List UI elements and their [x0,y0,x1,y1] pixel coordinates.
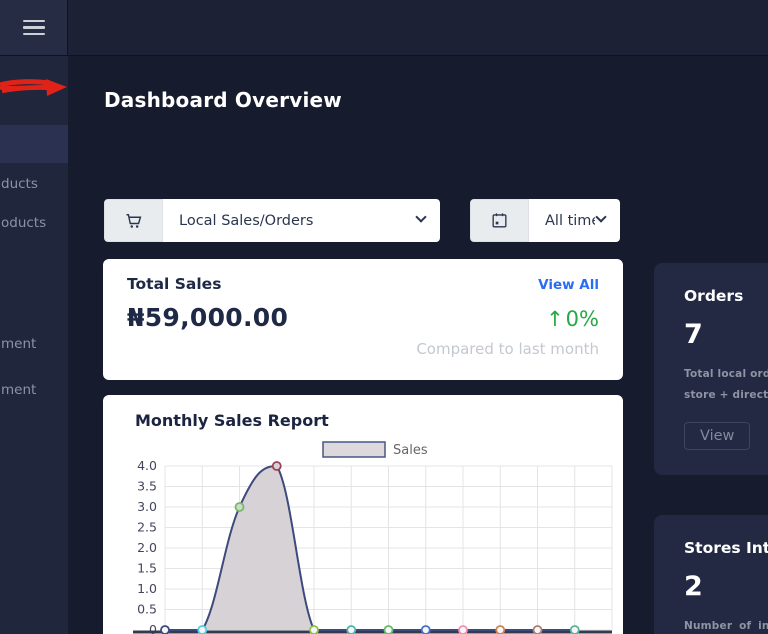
svg-text:2.0: 2.0 [137,540,157,555]
sidebar-item-management-2[interactable]: ment [1,382,37,398]
sidebar-item-management-1[interactable]: ment [1,336,37,352]
orders-card: Orders 7 Total local ordestore + directl… [654,263,768,475]
stores-title: Stores Inte [684,539,768,557]
svg-text:Sales: Sales [393,443,428,458]
up-arrow-icon: ↑ [546,307,564,331]
svg-text:4.0: 4.0 [137,458,157,473]
menu-toggle-button[interactable] [0,0,68,56]
sales-type-select[interactable]: Local Sales/Orders [163,199,440,242]
svg-text:3.5: 3.5 [137,479,157,494]
chevron-down-icon [415,211,427,223]
svg-text:1.5: 1.5 [137,561,157,576]
view-all-link[interactable]: View All [538,277,599,293]
orders-title: Orders [684,287,744,305]
sidebar-item-add-products[interactable]: oducts [1,215,47,231]
stores-count: 2 [684,571,703,602]
comparison-note: Compared to last month [416,340,599,358]
sidebar-item-active[interactable] [0,125,68,163]
sales-type-value: Local Sales/Orders [179,212,314,229]
total-sales-amount: ₦59,000.00 [127,303,289,332]
stores-description: Number of inte [684,620,768,632]
cart-icon [126,213,141,228]
sidebar-item-products[interactable]: ducts [1,176,38,192]
sales-trend: ↑0% [546,307,599,331]
calendar-icon [492,213,507,228]
svg-text:2.5: 2.5 [137,520,157,535]
trend-percentage: 0% [565,307,599,331]
orders-view-button[interactable]: View [684,422,751,450]
monthly-sales-card: Monthly Sales Report 0 0.5 1.0 1.5 2.0 2.5 3.0… [103,395,623,634]
orders-count: 7 [684,319,703,350]
orders-description: Total local ordestore + directly [684,368,768,401]
redacted-logo-scribble [0,79,67,96]
time-range-select[interactable]: All time [529,199,620,242]
main-content: Dashboard Overview Local Sales/Orders Al… [68,56,768,634]
total-sales-title: Total Sales [127,275,222,293]
filter-row: Local Sales/Orders All time [104,199,620,242]
topbar [0,0,768,56]
total-sales-card: Total Sales View All ₦59,000.00 ↑0% Comp… [103,259,623,380]
svg-text:3.0: 3.0 [137,499,157,514]
chevron-down-icon [595,211,607,223]
monthly-sales-chart: 0 0.5 1.0 1.5 2.0 2.5 3.0 3.5 4.0 Sales [133,441,613,634]
sidebar: ducts oducts ment ment [0,56,68,634]
svg-text:0: 0 [149,622,157,634]
hamburger-icon [22,19,45,36]
time-range-value: All time [545,212,595,229]
page-title: Dashboard Overview [104,88,342,112]
chart-title: Monthly Sales Report [135,411,329,430]
cart-icon-box [104,199,163,242]
svg-text:1.0: 1.0 [137,581,157,596]
stores-card: Stores Inte 2 Number of inte [654,515,768,634]
topbar-spacer [68,0,768,56]
calendar-icon-box [470,199,529,242]
svg-text:0.5: 0.5 [137,602,157,617]
